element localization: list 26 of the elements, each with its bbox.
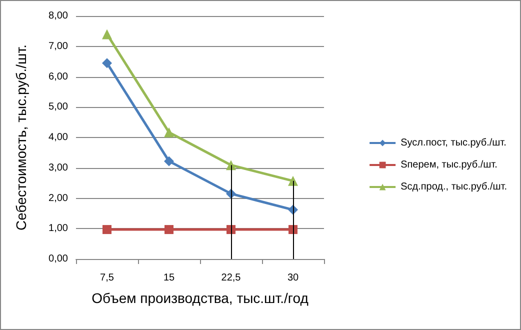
y-tick-label: 7,00 — [48, 40, 68, 52]
point — [164, 127, 174, 138]
y-tick-label: 8,00 — [48, 10, 68, 22]
y-tick-label: 4,00 — [48, 132, 68, 143]
x-tick-label: 7,5 — [100, 272, 114, 284]
y-axis-title: Себестоимость, тыс.руб./шт. — [13, 44, 29, 231]
y-tick-label: 3,00 — [48, 162, 68, 174]
x-axis-title: Объем производства, тыс.шт./год — [92, 290, 308, 306]
y-tick-label: 2,00 — [48, 192, 68, 204]
y-tick-label: 0,00 — [48, 254, 68, 264]
legend-label: Sсд.прод., тыс.руб./шт. — [400, 182, 507, 192]
x-tick-label: 22,5 — [221, 272, 242, 284]
point — [164, 225, 174, 234]
y-tick-label: 5,00 — [48, 102, 68, 113]
x-tick-label: 15 — [163, 272, 175, 284]
point — [288, 176, 298, 186]
y-tick-label: 1,00 — [48, 223, 68, 234]
x-tick-label: 30 — [287, 272, 299, 284]
legend-label: Sусл.пост, тыс.руб./шт. — [400, 138, 506, 148]
legend-label: Sперем, тыс.руб./шт. — [400, 160, 498, 170]
point — [164, 156, 174, 166]
point — [102, 29, 112, 40]
point — [102, 58, 112, 68]
point — [226, 160, 236, 170]
y-tick-label: 6,00 — [48, 71, 68, 82]
point — [102, 225, 112, 234]
